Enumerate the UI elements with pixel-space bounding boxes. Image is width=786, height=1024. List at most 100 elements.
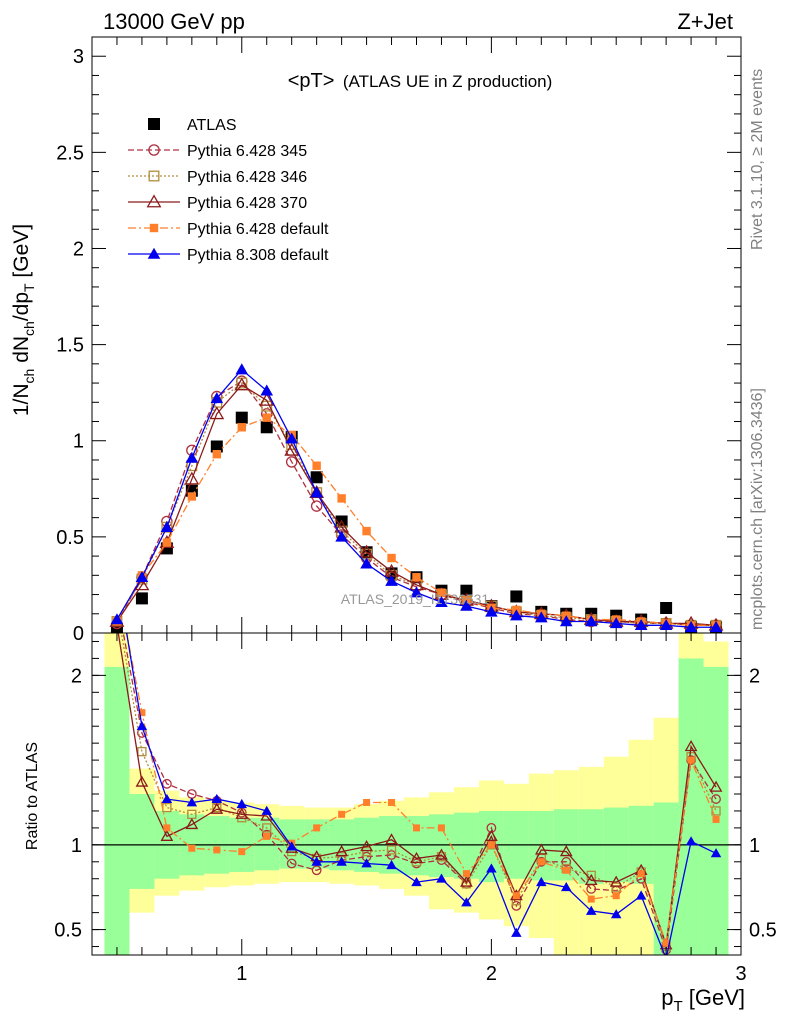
ratio-point	[486, 863, 497, 873]
ratio-point	[236, 798, 248, 809]
ratio-point	[363, 798, 371, 806]
data-point	[184, 471, 200, 485]
ratio-series-line	[117, 633, 717, 946]
ratio-point	[313, 824, 321, 832]
ratio-point	[610, 909, 622, 919]
ratio-point	[685, 836, 697, 846]
ratio-point	[336, 856, 347, 866]
data-point	[134, 577, 150, 591]
data-point	[310, 500, 323, 512]
data-point	[235, 363, 249, 375]
ratio-point	[311, 856, 322, 866]
ratio-point	[161, 778, 172, 789]
y-tick-label: 1	[73, 431, 84, 453]
ratio-point	[163, 824, 171, 832]
ratio-point	[711, 794, 721, 804]
data-point	[237, 423, 246, 432]
ratio-point	[635, 890, 647, 900]
xlabel-main: p	[661, 985, 673, 1010]
mcplots-text: mcplots.cern.ch [arXiv:1306.3436]	[749, 388, 766, 630]
ratio-point	[113, 579, 120, 586]
data-point	[262, 413, 271, 422]
y-axis-label-ratio: Ratio to ATLAS	[24, 742, 41, 850]
ylabel-part-7: [GeV]	[10, 224, 33, 284]
ratio-point	[135, 775, 149, 787]
header-right: Z+Jet	[677, 9, 733, 34]
data-point	[110, 613, 124, 625]
ratio-point	[460, 875, 473, 887]
data-point	[684, 620, 698, 632]
watermark-text: ATLAS_2019_I1736531	[341, 591, 490, 607]
data-point	[709, 620, 723, 632]
ratio-point	[385, 833, 398, 845]
data-point	[584, 615, 598, 627]
data-point	[210, 440, 223, 453]
ratio-point	[136, 720, 148, 731]
data-point	[435, 595, 448, 607]
ratio-point	[684, 739, 698, 752]
ratio-y-tick-label: 0.5	[54, 920, 82, 942]
ratio-point	[512, 892, 520, 900]
data-point	[485, 605, 498, 617]
data-point	[235, 411, 248, 424]
ratio-point	[485, 829, 498, 841]
data-point	[185, 451, 199, 463]
x-tick-label: 2	[486, 963, 497, 985]
ratio-point	[611, 882, 621, 892]
band-inner	[129, 794, 155, 889]
ratio-point	[138, 709, 146, 717]
legend-marker	[147, 247, 161, 259]
ylabel-part-1: 1/N	[10, 383, 33, 416]
ratio-point	[511, 900, 522, 911]
ratio-series-4	[126, 633, 722, 955]
ratio-point	[210, 802, 224, 814]
ratio-point	[436, 873, 447, 883]
data-point	[660, 602, 673, 615]
data-point	[160, 520, 174, 532]
data-point	[310, 486, 323, 498]
rivet-version-text: Rivet 3.1.10, ≥ 2M events	[749, 69, 766, 250]
data-point	[284, 442, 300, 456]
legend-label: Pythia 6.428 default	[187, 221, 329, 238]
ratio-point	[435, 848, 448, 860]
ratio-y-tick-label: 2	[71, 665, 82, 687]
band-inner	[678, 658, 704, 955]
data-point	[387, 553, 396, 563]
ratio-point	[286, 841, 297, 851]
y-axis-label-top: 1/Nch dNch/dpT [GeV]	[10, 224, 37, 416]
ratio-point	[511, 927, 522, 937]
ratio-point	[410, 851, 423, 863]
ratio-series-2	[117, 633, 723, 950]
band-inner	[104, 666, 130, 955]
ratio-point	[587, 895, 595, 903]
y-tick-label: 0	[73, 623, 84, 645]
data-point	[285, 432, 298, 444]
ratio-point	[559, 845, 573, 857]
ratio-point	[534, 843, 548, 855]
xlabel-sub: T	[673, 998, 682, 1015]
ratio-point	[386, 850, 397, 860]
data-point	[410, 586, 423, 598]
ratio-point	[137, 746, 147, 757]
legend-marker	[149, 223, 159, 233]
ratio-series-3	[113, 579, 720, 947]
data-point	[285, 456, 298, 468]
main-title-sub: (ATLAS UE in Z production)	[343, 72, 552, 91]
y-tick-label: 2	[73, 238, 84, 260]
data-point	[634, 619, 648, 631]
data-point	[162, 538, 172, 547]
data-point	[135, 592, 148, 605]
ratio-point	[360, 839, 373, 852]
ratio-content	[92, 579, 741, 955]
data-point	[234, 377, 250, 391]
ratio-point	[286, 858, 297, 869]
ratio-point	[113, 604, 121, 612]
legend-label: Pythia 6.428 346	[187, 169, 307, 186]
y-tick-label: 2.5	[56, 142, 84, 164]
data-point	[385, 574, 398, 586]
y-tick-label: 0.5	[56, 527, 84, 549]
data-point	[135, 570, 149, 582]
x-tick-label: 1	[236, 963, 247, 985]
ylabel-part-3: dN	[10, 336, 33, 369]
